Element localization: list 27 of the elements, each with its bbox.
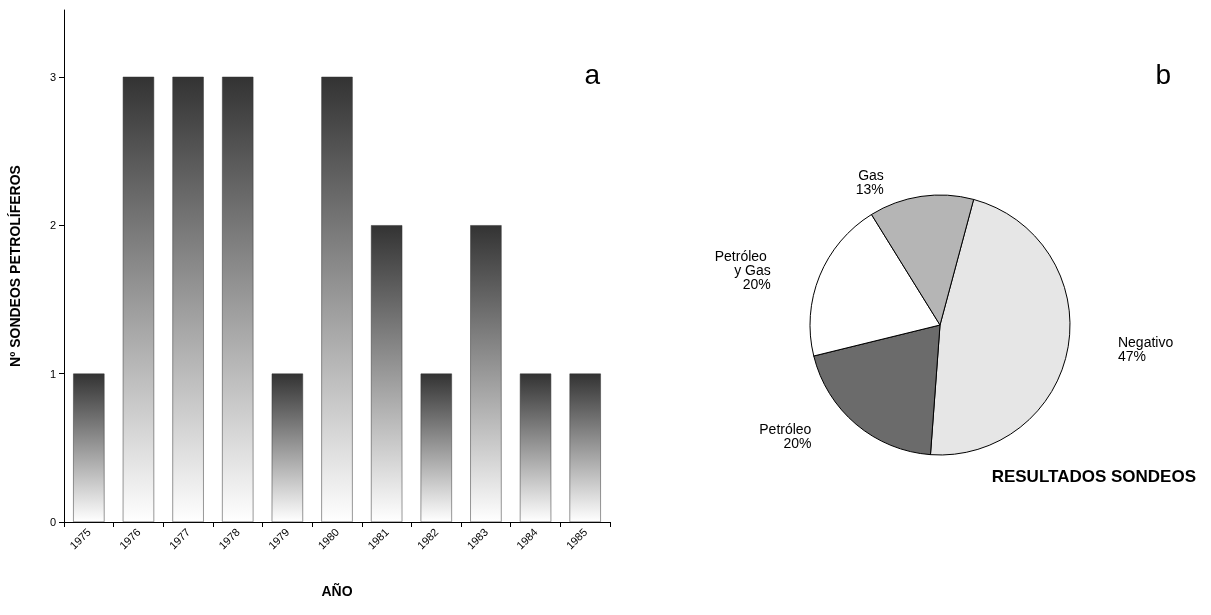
annotation: a xyxy=(584,58,601,90)
slice-label: Petróleo xyxy=(759,420,812,437)
data-label: 13% xyxy=(855,180,884,197)
y-tick-label: 1 xyxy=(49,367,56,380)
slice-label: Negativo xyxy=(1117,334,1174,351)
bar xyxy=(222,76,254,522)
bar xyxy=(371,225,403,522)
data-label: 20% xyxy=(742,276,771,293)
bar xyxy=(569,373,601,522)
bar xyxy=(470,225,502,522)
bar xyxy=(122,76,155,522)
slice-label: Petróleo y Gas xyxy=(714,248,771,279)
bar xyxy=(271,373,303,522)
bar xyxy=(172,76,204,522)
slice-label: Gas xyxy=(858,166,884,183)
bar xyxy=(73,373,105,522)
bar xyxy=(420,373,452,522)
y-axis-title: Nº SONDEOS PETROLÍFEROS xyxy=(7,165,23,367)
bar xyxy=(321,76,353,522)
data-label: 20% xyxy=(783,434,812,451)
y-tick-label: 0 xyxy=(49,516,56,528)
x-axis-title: AÑO xyxy=(321,582,353,599)
text: b xyxy=(1155,58,1172,90)
y-tick-label: 2 xyxy=(49,219,56,232)
bar xyxy=(519,373,552,522)
y-tick-label: 3 xyxy=(49,70,56,83)
text: RESULTADOS SONDEOS xyxy=(991,467,1197,486)
